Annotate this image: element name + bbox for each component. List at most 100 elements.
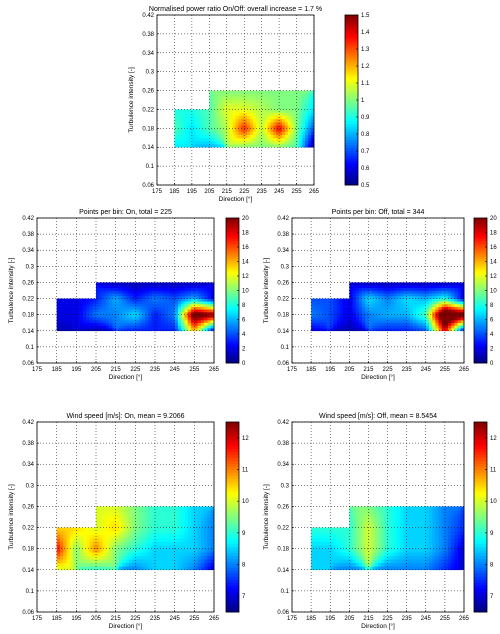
heat-cell (99, 506, 103, 511)
heat-cell (171, 534, 175, 539)
heat-cell (255, 96, 260, 101)
heat-cell (168, 517, 172, 521)
heat-cell (59, 531, 64, 535)
heat-cell (197, 131, 201, 135)
heat-cell (155, 303, 159, 307)
heat-cell (102, 314, 107, 318)
heat-cell (223, 128, 228, 132)
heat-cell (438, 506, 443, 511)
heat-cell (200, 118, 204, 123)
heat-cell (416, 322, 420, 326)
heat-cell (229, 118, 233, 123)
heat-cell (168, 325, 172, 329)
heat-cell (115, 524, 120, 528)
heat-cell (403, 552, 407, 557)
heat-cell (416, 541, 420, 546)
heat-cell (105, 303, 110, 307)
colorbar-segment (474, 582, 487, 586)
heat-cell (168, 306, 172, 310)
heat-cell (393, 293, 398, 297)
heat-cell (235, 112, 239, 117)
heat-cell (384, 298, 388, 302)
heat-cell (422, 325, 427, 329)
heat-cell (76, 314, 80, 318)
heat-cell (428, 538, 433, 542)
heat-cell (151, 513, 156, 518)
heat-cell (435, 541, 439, 546)
heat-cell (290, 137, 294, 142)
heat-cell (270, 103, 274, 107)
heat-cell (409, 534, 414, 539)
heat-cell (161, 317, 166, 321)
heat-cell (413, 309, 417, 313)
heat-cell (352, 552, 357, 557)
heat-cell (381, 534, 385, 539)
colorbar-segment (474, 240, 487, 244)
heat-cell (419, 524, 423, 528)
heat-cell (177, 531, 182, 535)
heat-cell (109, 548, 113, 553)
heat-cell (302, 128, 306, 132)
heat-cell (73, 328, 77, 332)
heat-cell (406, 287, 411, 291)
colorbar-segment (345, 86, 358, 90)
heat-cell (181, 566, 185, 571)
colorbar-tick-label: 12 (242, 274, 249, 280)
heat-cell (362, 538, 366, 542)
heat-cell (177, 320, 182, 324)
heat-cell (308, 118, 312, 123)
heat-cell (168, 320, 172, 324)
heat-cell (311, 131, 315, 135)
heat-cell (96, 509, 100, 514)
x-axis-label: Direction [°] (361, 622, 395, 630)
heat-cell (204, 531, 208, 535)
heat-cell (112, 290, 116, 294)
x-tick-label: 235 (257, 189, 268, 195)
heat-cell (397, 322, 401, 326)
colorbar-segment (345, 147, 358, 151)
heat-cell (102, 328, 107, 332)
heat-cell (247, 118, 251, 123)
heat-cell (457, 325, 462, 329)
heat-cell (252, 100, 257, 104)
heat-cell (460, 548, 465, 553)
colorbar-tick-label: 11 (490, 468, 497, 474)
heat-cell (99, 562, 103, 567)
heat-cell (358, 306, 363, 310)
heat-cell (171, 309, 175, 313)
heat-cell (204, 322, 208, 326)
heat-cell (177, 317, 182, 321)
heat-cell (164, 562, 169, 567)
heat-cell (191, 125, 196, 129)
heat-cell (358, 328, 363, 332)
heat-cell (138, 509, 143, 514)
heat-cell (258, 125, 262, 129)
heat-cell (200, 134, 204, 139)
heat-cell (355, 328, 360, 332)
colorbar-segment (226, 508, 239, 512)
heat-cell (400, 285, 404, 289)
colorbar-tick-label: 4 (242, 332, 246, 338)
colorbar-segment (226, 469, 239, 473)
heat-cell (393, 520, 398, 525)
heat-cell (384, 548, 388, 553)
heat-cell (255, 131, 260, 135)
y-tick-label: 0.3 (281, 264, 290, 270)
heat-cell (102, 311, 107, 315)
heat-cell (409, 285, 414, 289)
heat-cell (333, 311, 337, 315)
heat-cell (177, 285, 182, 289)
heat-cell (89, 303, 94, 307)
heat-cell (320, 314, 325, 318)
heat-cell (339, 534, 344, 539)
heat-cell (365, 293, 369, 297)
heat-cell (413, 517, 417, 521)
heat-cell (448, 320, 452, 324)
heat-cell (258, 137, 262, 142)
x-tick-label: 215 (363, 616, 374, 622)
heat-cell (374, 538, 379, 542)
heat-cell (210, 285, 215, 289)
heat-cell (171, 311, 175, 315)
heat-cell (308, 90, 312, 95)
heat-cell (191, 328, 195, 332)
